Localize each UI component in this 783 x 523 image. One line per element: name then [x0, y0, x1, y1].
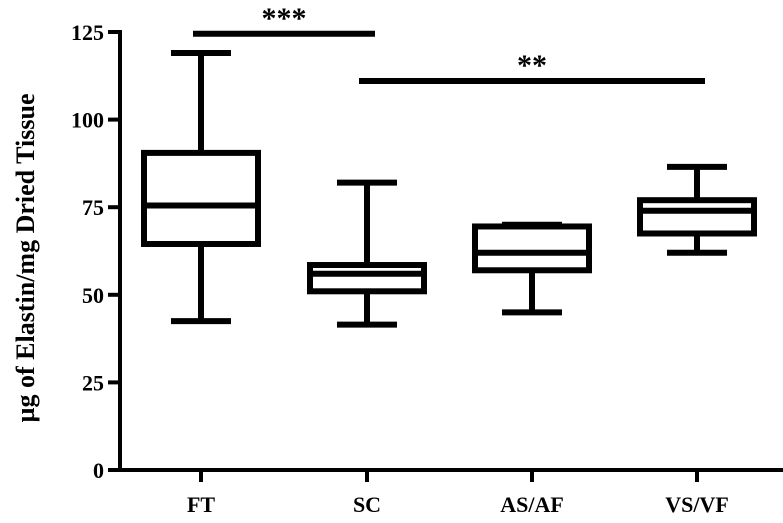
significance-annotations: ***** [193, 2, 705, 85]
y-tick-label: 125 [71, 20, 104, 45]
y-tick-label: 50 [82, 283, 104, 308]
y-axis-title: µg of Elastin/mg Dried Tissue [11, 94, 40, 423]
y-tick-label: 25 [82, 370, 104, 395]
y-tick-label: 0 [93, 458, 104, 483]
x-tick-label: SC [353, 492, 381, 517]
box-group [141, 50, 261, 325]
box-group [307, 179, 427, 328]
box-group [637, 163, 757, 256]
x-tick-label: VS/VF [665, 492, 729, 517]
y-ticks: 0 25 50 75 100 125 [71, 20, 120, 483]
axes [118, 30, 783, 472]
box-group [472, 221, 592, 316]
significance-label: ** [517, 49, 547, 82]
boxes [141, 50, 757, 328]
x-ticks: FT SC AS/AF VS/VF [187, 470, 729, 517]
iqr-box [141, 149, 261, 247]
iqr-box [637, 197, 757, 237]
x-tick-label: AS/AF [500, 492, 564, 517]
x-tick-label: FT [187, 492, 215, 517]
iqr-box [472, 223, 592, 274]
iqr-box [307, 262, 427, 295]
significance-label: *** [262, 2, 307, 35]
y-tick-label: 100 [71, 108, 104, 133]
y-tick-label: 75 [82, 195, 104, 220]
